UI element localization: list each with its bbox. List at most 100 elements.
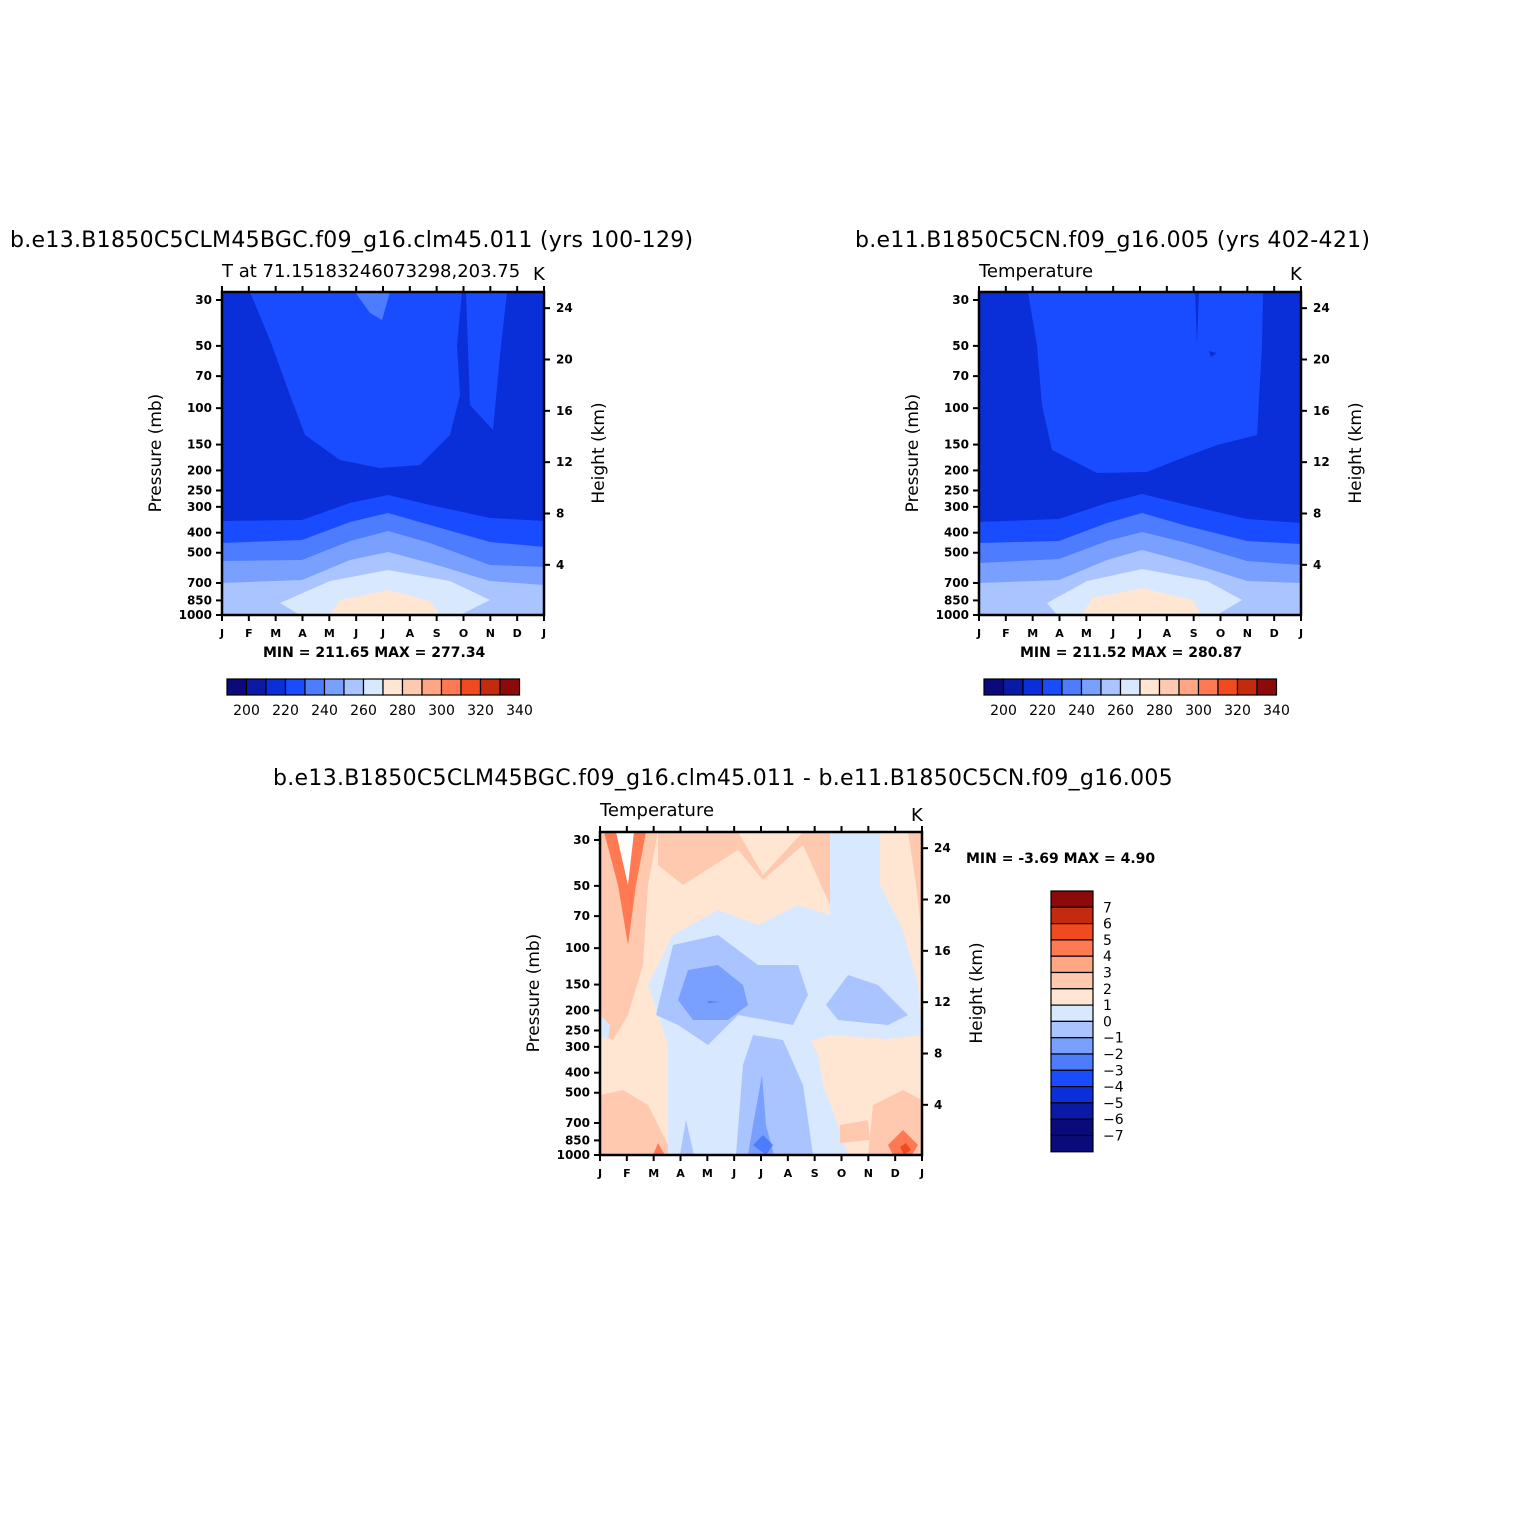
x-tick-label: J (1110, 627, 1115, 640)
x-tick-label: N (864, 1167, 873, 1180)
y-tick-label: 400 (187, 526, 212, 540)
colorbar-swatch (1041, 678, 1063, 696)
colorbar-label: 300 (1185, 703, 1212, 719)
colorbar-swatch (1061, 678, 1083, 696)
colorbar-label: 6 (1103, 917, 1112, 933)
y-tick-label: 300 (565, 1040, 590, 1054)
x-tick-label: J (380, 627, 385, 640)
colorbar-label: 200 (233, 703, 260, 719)
colorbar-swatch (1050, 971, 1094, 990)
colorbar-label: 0 (1103, 1014, 1112, 1030)
y-tick-label: 500 (944, 546, 969, 560)
panel3-left-title: Temperature (600, 800, 715, 821)
colorbar-swatch (1050, 906, 1094, 925)
y-tick-label: 250 (187, 483, 212, 497)
x-tick-label: M (270, 627, 281, 640)
panel1-left-title: T at 71.15183246073298,203.75 (222, 261, 521, 282)
x-tick-label: S (811, 1167, 819, 1180)
y2-tick-label: 16 (934, 944, 951, 958)
x-tick-label: A (298, 627, 307, 640)
panel3-units: K (911, 805, 923, 826)
y2-tick-label: 16 (1313, 404, 1330, 418)
colorbar-swatch (983, 678, 1005, 696)
y-tick-label: 850 (944, 593, 969, 607)
x-tick-label: F (623, 1167, 631, 1180)
y-tick-label: 70 (573, 909, 590, 923)
colorbar-label: 200 (990, 703, 1017, 719)
x-tick-label: N (1243, 627, 1252, 640)
colorbar-swatch (1050, 890, 1094, 908)
colorbar-swatch (1178, 678, 1200, 696)
colorbar-swatch (1217, 678, 1239, 696)
panel2-left-title: Temperature (979, 261, 1094, 282)
x-tick-label: J (1298, 627, 1303, 640)
panel1-ylabel: Pressure (mb) (146, 394, 166, 513)
colorbar-swatch (1139, 678, 1161, 696)
x-tick-label: A (406, 627, 415, 640)
y-tick-label: 850 (187, 593, 212, 607)
colorbar-swatch (1080, 678, 1102, 696)
x-tick-label: M (1027, 627, 1038, 640)
y-tick-label: 50 (952, 339, 969, 353)
y-tick-label: 150 (187, 438, 212, 452)
colorbar-swatch (1050, 1134, 1094, 1153)
panel1-units: K (533, 264, 545, 285)
y-tick-label: 200 (565, 1003, 590, 1017)
colorbar-swatch (1050, 1004, 1094, 1022)
colorbar-label: 320 (467, 703, 494, 719)
colorbar-label: −1 (1103, 1031, 1124, 1047)
x-tick-label: F (245, 627, 253, 640)
y-tick-label: 250 (944, 483, 969, 497)
panel3-ylabel2: Height (km) (967, 942, 987, 1043)
x-tick-label: M (702, 1167, 713, 1180)
x-tick-label: O (1216, 627, 1225, 640)
colorbar-swatch (1022, 678, 1044, 696)
y2-tick-label: 8 (556, 506, 564, 520)
colorbar-swatch (421, 678, 443, 696)
y-tick-label: 30 (195, 293, 212, 307)
colorbar-label: −7 (1103, 1129, 1124, 1145)
panel1-colorbar: 200 220 240 260 280 300 320 340 (226, 678, 533, 719)
x-tick-label: A (1163, 627, 1172, 640)
y-tick-label: 400 (944, 526, 969, 540)
x-tick-label: J (353, 627, 358, 640)
colorbar-swatch (1050, 955, 1094, 974)
y2-tick-label: 20 (934, 892, 951, 906)
colorbar-label: 260 (350, 703, 377, 719)
y-tick-label: 30 (573, 833, 590, 847)
y-tick-label: 700 (944, 576, 969, 590)
y-tick-label: 500 (565, 1086, 590, 1100)
y-tick-label: 1000 (179, 608, 212, 622)
colorbar-swatch (401, 678, 423, 696)
panel1-plot: J F M A M J J A S O N D J 30 50 70 100 150 200 250 300 400 500… (146, 286, 609, 640)
y-tick-label: 300 (187, 500, 212, 514)
x-tick-label: O (837, 1167, 846, 1180)
x-tick-label: J (597, 1167, 602, 1180)
panel2-units: K (1290, 264, 1302, 285)
x-tick-label: N (486, 627, 495, 640)
x-tick-label: D (513, 627, 522, 640)
colorbar-swatch (284, 678, 306, 696)
colorbar-label: 320 (1224, 703, 1251, 719)
x-tick-label: J (219, 627, 224, 640)
colorbar-label: 280 (389, 703, 416, 719)
y2-tick-label: 12 (1313, 455, 1330, 469)
colorbar-swatch (265, 678, 287, 696)
colorbar-swatch (460, 678, 482, 696)
y2-tick-label: 8 (1313, 506, 1321, 520)
y-tick-label: 100 (187, 401, 212, 415)
y2-tick-label: 12 (934, 995, 951, 1009)
y-tick-label: 100 (565, 941, 590, 955)
y-tick-label: 50 (573, 879, 590, 893)
panel2-minmax: MIN = 211.52 MAX = 280.87 (1020, 645, 1243, 661)
y2-tick-label: 8 (934, 1046, 942, 1060)
colorbar-label: 240 (311, 703, 338, 719)
panel1-title: b.e13.B1850C5CLM45BGC.f09_g16.clm45.011 … (10, 228, 694, 253)
colorbar-swatch (1050, 1053, 1094, 1071)
colorbar-swatch (1050, 988, 1094, 1006)
panel2-colorbar: 200 220 240 260 280 300 320 340 (983, 678, 1290, 719)
y2-tick-label: 24 (934, 841, 951, 855)
colorbar-swatch (1050, 1086, 1094, 1104)
y-tick-label: 300 (944, 500, 969, 514)
